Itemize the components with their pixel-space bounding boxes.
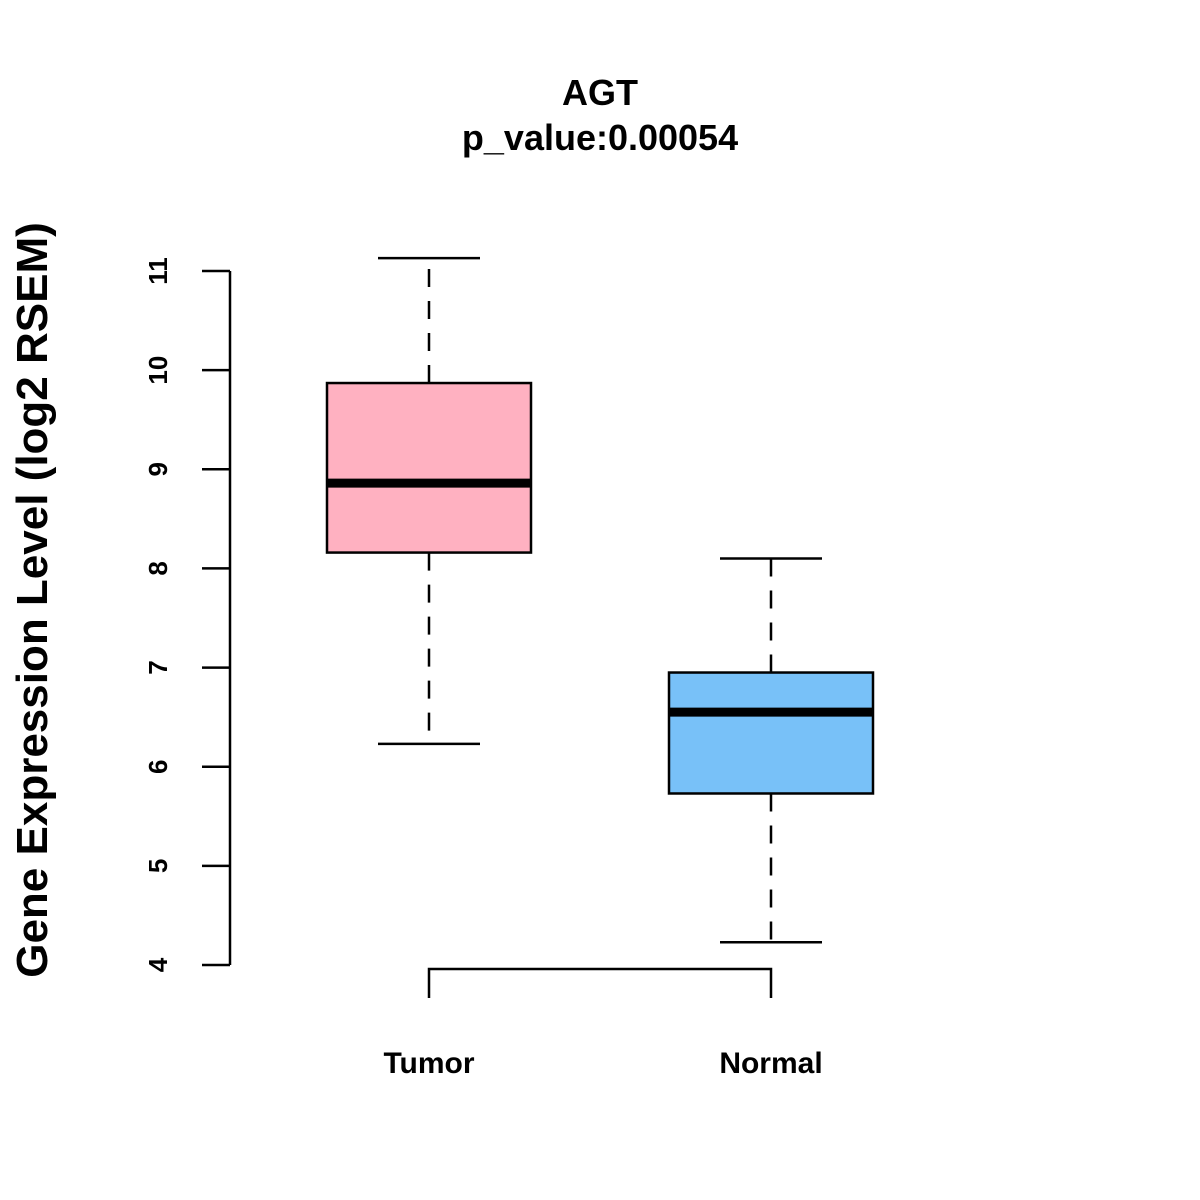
x-category-label: Normal: [719, 1047, 822, 1080]
y-tick-label: 6: [143, 759, 173, 773]
y-tick-label: 4: [143, 957, 173, 972]
chart-title: AGT: [562, 72, 638, 113]
y-tick-label: 11: [143, 257, 173, 285]
iqr-box: [667, 671, 875, 795]
y-axis-label: Gene Expression Level (log2 RSEM): [8, 222, 57, 978]
iqr-box: [325, 381, 533, 554]
boxes-group: [325, 256, 875, 944]
box-tumor: [325, 256, 533, 746]
category-labels: Tumor Normal: [383, 1047, 822, 1080]
chart-subtitle: p_value:0.00054: [462, 117, 738, 158]
comparison-bracket: [427, 967, 773, 998]
y-tick-label: 9: [143, 462, 173, 476]
x-category-label: Tumor: [383, 1047, 474, 1080]
bracket-line: [427, 967, 773, 998]
y-tick-label: 8: [143, 561, 173, 575]
box-normal: [667, 557, 875, 944]
y-tick-label: 7: [143, 660, 173, 674]
y-tick-label: 5: [143, 859, 173, 873]
y-axis: 4 5 6 7 8 9 10 11: [143, 257, 232, 972]
y-tick-label: 10: [143, 356, 173, 385]
